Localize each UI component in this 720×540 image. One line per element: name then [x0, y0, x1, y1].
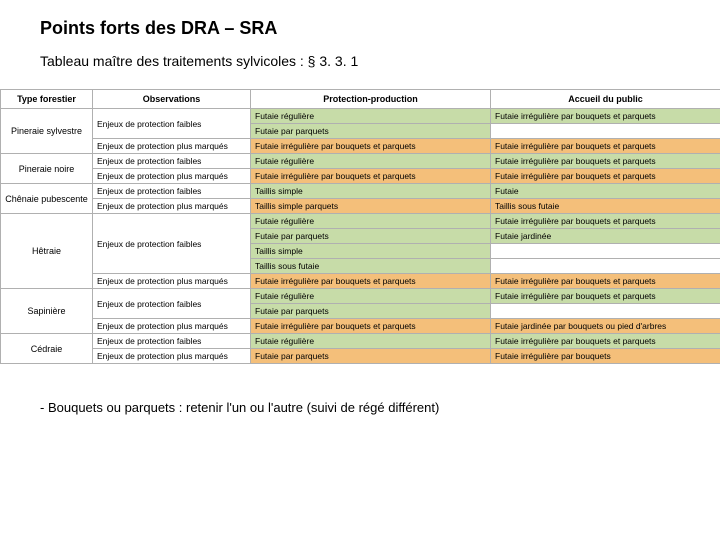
pp-cell: Futaie par parquets	[251, 304, 491, 319]
table-row: Chênaie pubescenteEnjeux de protection f…	[1, 184, 720, 199]
page-subtitle: Tableau maître des traitements sylvicole…	[0, 53, 720, 69]
acc-cell: Futaie irrégulière par bouquets et parqu…	[491, 289, 720, 304]
acc-cell: Futaie irrégulière par bouquets et parqu…	[491, 274, 720, 289]
obs-cell: Enjeux de protection faibles	[93, 214, 251, 274]
pp-cell: Futaie irrégulière par bouquets et parqu…	[251, 139, 491, 154]
pp-cell: Futaie régulière	[251, 334, 491, 349]
pp-cell: Taillis sous futaie	[251, 259, 491, 274]
acc-cell: Futaie irrégulière par bouquets et parqu…	[491, 109, 720, 124]
pp-cell: Futaie régulière	[251, 214, 491, 229]
pp-cell: Taillis simple	[251, 184, 491, 199]
acc-cell: Futaie irrégulière par bouquets et parqu…	[491, 214, 720, 229]
table-row: Enjeux de protection plus marquésFutaie …	[1, 319, 720, 334]
obs-cell: Enjeux de protection plus marqués	[93, 349, 251, 364]
obs-cell: Enjeux de protection plus marqués	[93, 139, 251, 154]
page-title: Points forts des DRA – SRA	[0, 18, 720, 39]
type-cell: Cédraie	[1, 334, 93, 364]
acc-cell: Futaie jardinée par bouquets ou pied d'a…	[491, 319, 720, 334]
treatments-table: Type forestier Observations Protection-p…	[0, 89, 720, 364]
table-row: HêtraieEnjeux de protection faiblesFutai…	[1, 214, 720, 229]
type-cell: Pineraie sylvestre	[1, 109, 93, 154]
type-cell: Pineraie noire	[1, 154, 93, 184]
obs-cell: Enjeux de protection plus marqués	[93, 169, 251, 184]
type-cell: Sapinière	[1, 289, 93, 334]
acc-cell: Futaie jardinée	[491, 229, 720, 244]
obs-cell: Enjeux de protection faibles	[93, 334, 251, 349]
table-row: Enjeux de protection plus marquésFutaie …	[1, 169, 720, 184]
footnote: Bouquets ou parquets : retenir l'un ou l…	[0, 400, 720, 415]
pp-cell: Futaie régulière	[251, 109, 491, 124]
table-row: Enjeux de protection plus marquésFutaie …	[1, 274, 720, 289]
table-row: Enjeux de protection plus marquésTaillis…	[1, 199, 720, 214]
pp-cell: Futaie par parquets	[251, 124, 491, 139]
acc-cell: Futaie irrégulière par bouquets et parqu…	[491, 154, 720, 169]
obs-cell: Enjeux de protection plus marqués	[93, 199, 251, 214]
header-obs: Observations	[93, 90, 251, 109]
acc-cell: Futaie irrégulière par bouquets	[491, 349, 720, 364]
pp-cell: Futaie par parquets	[251, 229, 491, 244]
header-pp: Protection-production	[251, 90, 491, 109]
pp-cell: Futaie par parquets	[251, 349, 491, 364]
acc-cell	[491, 259, 720, 274]
pp-cell: Futaie irrégulière par bouquets et parqu…	[251, 274, 491, 289]
acc-cell	[491, 304, 720, 319]
acc-cell	[491, 244, 720, 259]
type-cell: Hêtraie	[1, 214, 93, 289]
table-row: Enjeux de protection plus marquésFutaie …	[1, 139, 720, 154]
obs-cell: Enjeux de protection plus marqués	[93, 274, 251, 289]
table-header-row: Type forestier Observations Protection-p…	[1, 90, 720, 109]
pp-cell: Futaie régulière	[251, 154, 491, 169]
header-acc: Accueil du public	[491, 90, 720, 109]
acc-cell: Futaie	[491, 184, 720, 199]
obs-cell: Enjeux de protection plus marqués	[93, 319, 251, 334]
table-row: Pineraie sylvestreEnjeux de protection f…	[1, 109, 720, 124]
acc-cell: Futaie irrégulière par bouquets et parqu…	[491, 334, 720, 349]
obs-cell: Enjeux de protection faibles	[93, 289, 251, 319]
pp-cell: Futaie irrégulière par bouquets et parqu…	[251, 319, 491, 334]
header-type: Type forestier	[1, 90, 93, 109]
obs-cell: Enjeux de protection faibles	[93, 154, 251, 169]
pp-cell: Futaie irrégulière par bouquets et parqu…	[251, 169, 491, 184]
obs-cell: Enjeux de protection faibles	[93, 184, 251, 199]
obs-cell: Enjeux de protection faibles	[93, 109, 251, 139]
table-row: SapinièreEnjeux de protection faiblesFut…	[1, 289, 720, 304]
acc-cell: Futaie irrégulière par bouquets et parqu…	[491, 139, 720, 154]
pp-cell: Taillis simple parquets	[251, 199, 491, 214]
acc-cell	[491, 124, 720, 139]
table-row: Pineraie noireEnjeux de protection faibl…	[1, 154, 720, 169]
acc-cell: Futaie irrégulière par bouquets et parqu…	[491, 169, 720, 184]
pp-cell: Futaie régulière	[251, 289, 491, 304]
table-row: CédraieEnjeux de protection faiblesFutai…	[1, 334, 720, 349]
pp-cell: Taillis simple	[251, 244, 491, 259]
table-row: Enjeux de protection plus marquésFutaie …	[1, 349, 720, 364]
type-cell: Chênaie pubescente	[1, 184, 93, 214]
acc-cell: Taillis sous futaie	[491, 199, 720, 214]
